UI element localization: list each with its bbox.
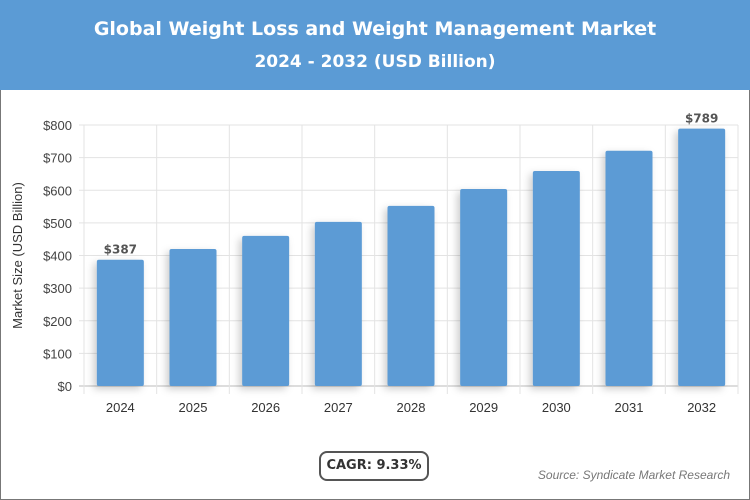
bar-2024 <box>96 259 144 386</box>
x-tick-label: 2031 <box>615 400 644 415</box>
y-tick-label: $300 <box>43 281 72 296</box>
x-tick-label: 2028 <box>397 400 426 415</box>
y-tick-label: $100 <box>43 346 72 361</box>
cagr-badge: CAGR: 9.33% <box>319 451 429 481</box>
source-note: Source: Syndicate Market Research <box>537 468 730 482</box>
bar-2027 <box>314 221 362 386</box>
y-tick-label: $0 <box>58 379 72 394</box>
y-tick-label: $800 <box>43 118 72 133</box>
bar-2030 <box>532 171 580 386</box>
bar-2025 <box>169 248 217 386</box>
x-tick-label: 2025 <box>179 400 208 415</box>
data-label: $789 <box>685 112 718 126</box>
x-tick-label: 2032 <box>687 400 716 415</box>
y-tick-label: $700 <box>43 151 72 166</box>
chart-header: Global Weight Loss and Weight Management… <box>0 0 750 90</box>
chart-title: Global Weight Loss and Weight Management… <box>93 18 657 40</box>
x-tick-label: 2024 <box>106 400 135 415</box>
y-axis-label: Market Size (USD Billion) <box>10 182 25 329</box>
x-tick-label: 2029 <box>469 400 498 415</box>
bar-2032 <box>678 128 726 386</box>
x-tick-label: 2030 <box>542 400 571 415</box>
data-label: $387 <box>104 243 137 257</box>
y-tick-label: $600 <box>43 183 72 198</box>
bar-chart: $0 $100 $200 $300 $400 $500 $600 $700 $800 2024 $3… <box>10 112 739 415</box>
bar-2031 <box>605 150 653 386</box>
y-tick-label: $200 <box>43 314 72 329</box>
bar-2026 <box>242 235 290 386</box>
x-tick-label: 2026 <box>251 400 280 415</box>
bar-2028 <box>387 205 435 386</box>
y-tick-label: $400 <box>43 249 72 264</box>
y-tick-label: $500 <box>43 216 72 231</box>
bar-2029 <box>460 188 508 386</box>
chart-subtitle: 2024 - 2032 (USD Billion) <box>254 52 496 72</box>
x-tick-label: 2027 <box>324 400 353 415</box>
